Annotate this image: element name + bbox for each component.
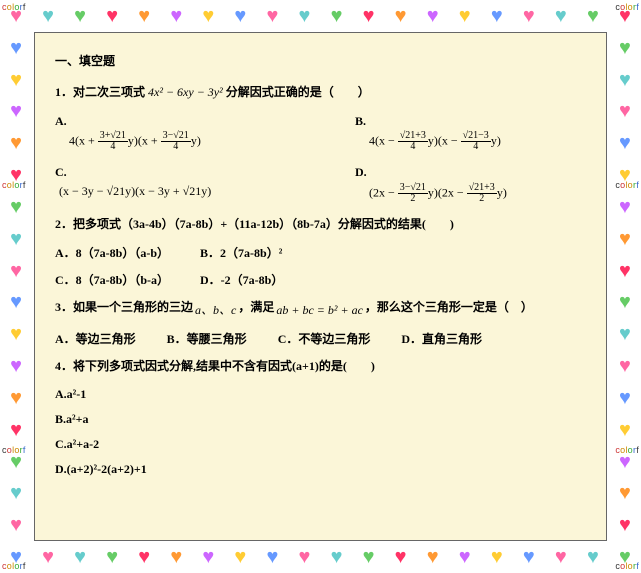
q4-option-c: C.a²+a-2 [55,436,586,453]
q4-option-a: A.a²-1 [55,386,586,403]
q4-option-d: D.(a+2)²-2(a+2)+1 [55,461,586,478]
q1-option-a: A. 4(x + 3+√214y)(x + 3−√214y) [55,113,315,153]
q2-option-b: B．2（7a-8b）² [200,246,282,260]
question-4: 4．将下列多项式因式分解,结果中不含有因式(a+1)的是( ) [55,358,586,375]
question-2: 2．把多项式（3a-4b）（7a-8b）+（11a-12b）（8b-7a）分解因… [55,216,586,233]
q1-option-c: C. (x − 3y − √21y)(x − 3y + √21y) [55,164,315,204]
q2-options-row2: C．8（7a-8b）（b-a） D．-2（7a-8b） [55,272,586,289]
q2-option-c: C．8（7a-8b）（b-a） [55,273,169,287]
q3-option-c: C．不等边三角形 [278,332,371,346]
q3-option-b: B．等腰三角形 [167,332,247,346]
section-title: 一、填空题 [55,53,586,70]
q1-options-row1: A. 4(x + 3+√214y)(x + 3−√214y) B. 4(x − … [55,113,586,153]
q1-option-b: B. 4(x − √21+34y)(x − √21−34y) [355,113,501,153]
q3-option-d: D．直角三角形 [401,332,482,346]
q4-option-b: B.a²+a [55,411,586,428]
q2-option-d: D．-2（7a-8b） [200,273,283,287]
q2-options-row1: A．8（7a-8b）（a-b） B．2（7a-8b）² [55,245,586,262]
q3-option-a: A．等边三角形 [55,332,136,346]
document-page: 一、填空题 1．对二次三项式 4x² − 6xy − 3y² 分解因式正确的是（… [34,32,607,541]
question-1: 1．对二次三项式 4x² − 6xy − 3y² 分解因式正确的是（ ） [55,84,586,101]
q1-options-row2: C. (x − 3y − √21y)(x − 3y + √21y) D. (2x… [55,164,586,204]
q2-option-a: A．8（7a-8b）（a-b） [55,246,169,260]
q4-options: A.a²-1 B.a²+a C.a²+a-2 D.(a+2)²-2(a+2)+1 [55,386,586,477]
q3-options: A．等边三角形 B．等腰三角形 C．不等边三角形 D．直角三角形 [55,331,586,348]
question-3: 3．如果一个三角形的三边a、b、c，满足ab + bc = b² + ac，那么… [55,299,586,319]
q1-option-d: D. (2x − 3−√212y)(2x − √21+32y) [355,164,507,204]
